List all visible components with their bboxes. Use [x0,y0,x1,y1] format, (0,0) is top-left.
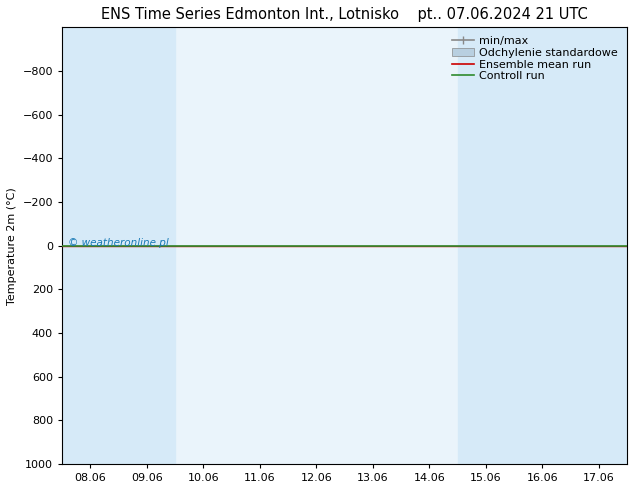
Title: ENS Time Series Edmonton Int., Lotnisko    pt.. 07.06.2024 21 UTC: ENS Time Series Edmonton Int., Lotnisko … [101,7,588,22]
Bar [571,27,627,464]
Text: © weatheronline.pl: © weatheronline.pl [68,239,169,248]
Bar [62,27,175,464]
Legend: min/max, Odchylenie standardowe, Ensemble mean run, Controll run: min/max, Odchylenie standardowe, Ensembl… [448,33,621,84]
Y-axis label: Temperature 2m (°C): Temperature 2m (°C) [7,187,17,304]
Bar [458,27,571,464]
